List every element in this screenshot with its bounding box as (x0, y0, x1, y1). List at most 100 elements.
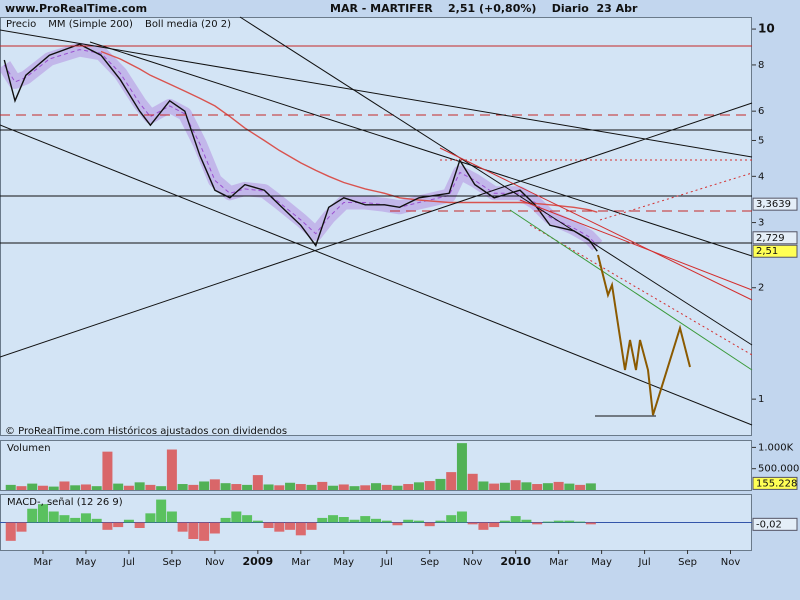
bar (575, 484, 586, 490)
bar (263, 484, 274, 490)
bar (371, 483, 381, 490)
bar (328, 485, 339, 490)
bar (145, 513, 156, 523)
bar (27, 483, 38, 490)
price-label: 3,3639 (756, 199, 791, 210)
bar (499, 520, 510, 523)
bar (134, 522, 145, 528)
bar (478, 481, 489, 490)
bar (231, 511, 242, 523)
bar (381, 484, 392, 490)
bar (48, 511, 59, 523)
bar (70, 517, 81, 523)
bar (446, 472, 457, 490)
bar (27, 508, 38, 523)
bar (403, 519, 414, 523)
y-tick-label: 4 (758, 171, 764, 182)
price-panel (0, 17, 752, 436)
bar (220, 517, 231, 523)
bar (199, 522, 210, 541)
x-tick-label: Jul (380, 557, 393, 568)
series-line (100, 50, 598, 213)
bar (188, 484, 199, 490)
bar (177, 484, 188, 490)
bar (467, 522, 478, 525)
last-value-label-box (752, 476, 798, 490)
trendline (0, 29, 753, 158)
bar (499, 482, 510, 490)
bar (392, 485, 403, 490)
bar (285, 522, 296, 530)
x-tick-label: Sep (420, 557, 439, 568)
bar (102, 451, 113, 490)
bar (413, 520, 424, 523)
bar (252, 475, 263, 490)
bar (113, 522, 124, 528)
bar (113, 483, 124, 490)
bar (585, 483, 596, 490)
bar (91, 486, 102, 490)
price-label-box (752, 231, 798, 245)
trendline (519, 199, 753, 291)
projection-drawing (597, 254, 691, 416)
y-tick-label: 8 (758, 60, 764, 71)
bar (585, 522, 596, 525)
bar (510, 480, 521, 490)
bar (123, 485, 134, 490)
bar (413, 482, 424, 490)
x-tick-label: Mar (291, 557, 311, 568)
trendline (0, 124, 753, 426)
bar (59, 515, 70, 523)
bar (553, 520, 564, 523)
trendline (0, 102, 753, 358)
bar (317, 481, 328, 490)
bar (80, 513, 91, 523)
bar (489, 522, 500, 528)
trendline (599, 172, 753, 221)
site-name: www.ProRealTime.com (5, 2, 147, 15)
x-tick-label: Jul (122, 557, 135, 568)
x-tick-label: Nov (463, 557, 483, 568)
bar (274, 522, 285, 532)
bar (575, 521, 586, 523)
x-tick-label: 2009 (243, 555, 274, 568)
bar (542, 521, 553, 523)
bar (338, 484, 349, 490)
x-tick-label: Jul (638, 557, 651, 568)
x-tick-label: May (591, 557, 612, 568)
bar (564, 520, 575, 523)
price-label-box (752, 197, 798, 211)
bar (48, 486, 59, 490)
legend-entry: Boll media (20 2) (145, 19, 231, 30)
price-label-box (752, 244, 798, 258)
bar (328, 515, 339, 523)
bar (403, 484, 414, 490)
x-tick-label: May (76, 557, 97, 568)
bar (306, 522, 317, 530)
bar (521, 519, 532, 523)
bar (231, 484, 242, 490)
bar (145, 484, 156, 490)
bar (252, 520, 263, 523)
chart-title: MAR - MARTIFER 2,51 (+0,80%) Diario 23 A… (330, 2, 638, 15)
last-value-label: -0,02 (756, 519, 782, 530)
bar (263, 522, 274, 528)
bar (80, 484, 91, 490)
bar (456, 443, 467, 490)
bar (542, 483, 553, 490)
x-tick-label: 2010 (500, 555, 531, 568)
bar (306, 484, 317, 490)
note: © ProRealTime.com Históricos ajustados c… (5, 425, 287, 437)
trendline (89, 41, 753, 257)
bar (295, 484, 306, 490)
bar (220, 483, 231, 490)
trendline (509, 209, 753, 371)
y-tick-label: 3 (758, 218, 764, 229)
legend-entry: Precio (6, 19, 36, 30)
bar (16, 486, 27, 490)
bar (156, 486, 167, 490)
bar (91, 518, 102, 523)
x-tick-label: Mar (34, 557, 54, 568)
bar (338, 517, 349, 523)
